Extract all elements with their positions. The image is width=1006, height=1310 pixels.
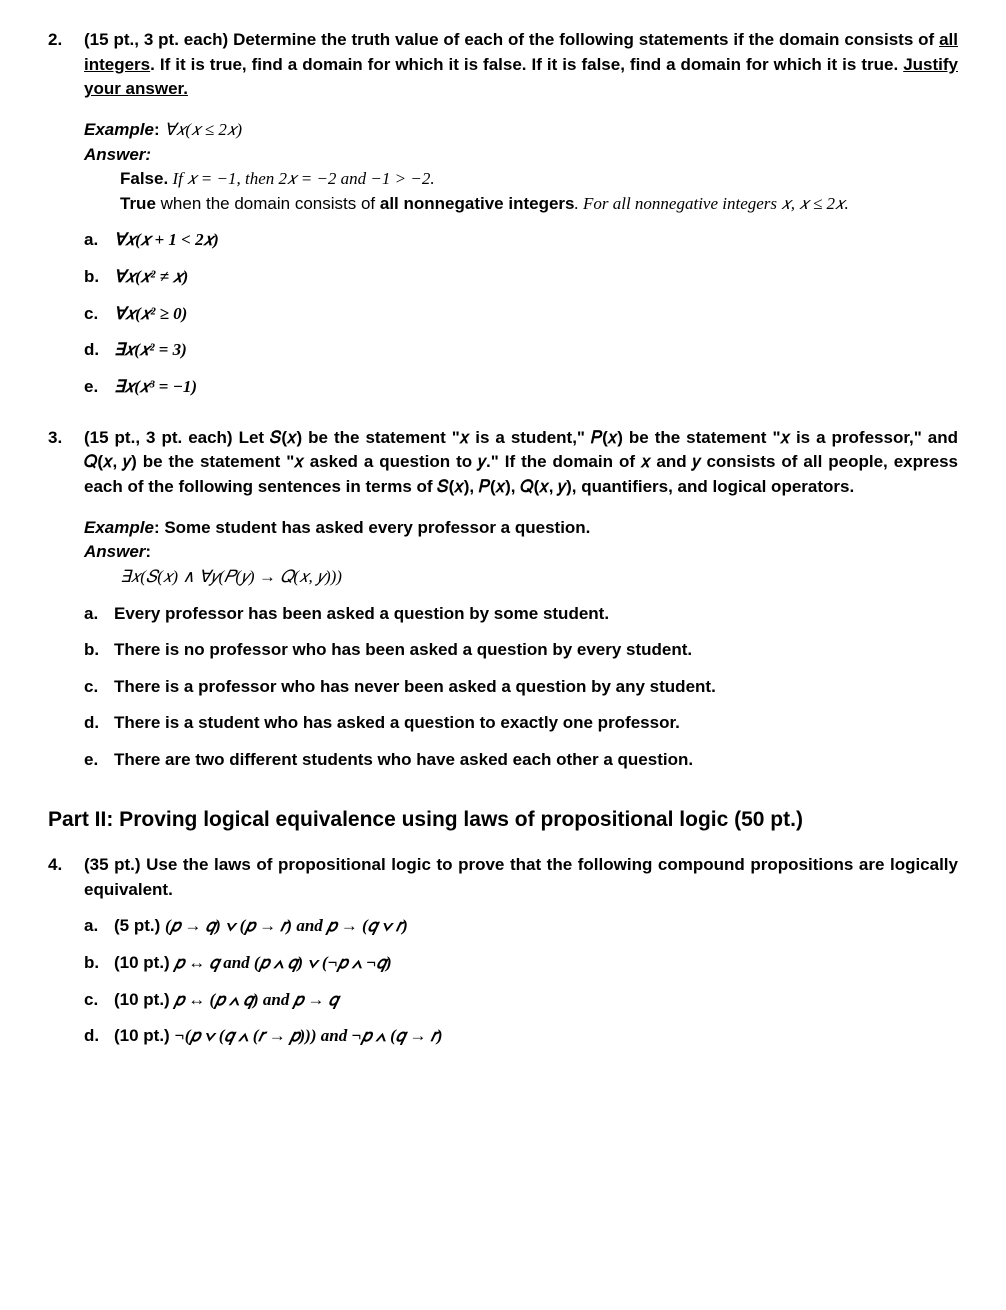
q3-e-label: e. — [84, 748, 114, 773]
q2-false-rest: If 𝑥 = −1, then 2𝑥 = −2 and −1 > −2. — [168, 169, 434, 188]
q2-b-label: b. — [84, 265, 114, 290]
q3-d-text: There is a student who has asked a quest… — [114, 711, 958, 736]
q2-example-math: ∀𝑥(𝑥 ≤ 2𝑥) — [164, 120, 242, 139]
q4-c-pts: (10 pt.) — [114, 990, 174, 1009]
q2-prompt-a: (15 pt., 3 pt. each) Determine the truth… — [84, 30, 939, 49]
q2-example-label: Example — [84, 120, 154, 139]
q4-item-a: a. (5 pt.) (𝑝 → 𝑞) ∨ (𝑝 → 𝑟) and 𝑝 → (𝑞 … — [84, 914, 958, 939]
q2-false: False. — [120, 169, 168, 188]
q2-true-a: when the domain consists of — [156, 194, 380, 213]
q3-answer-label: Answer — [84, 542, 145, 561]
q4-b-pts: (10 pt.) — [114, 953, 174, 972]
q2-c-label: c. — [84, 302, 114, 327]
problem-3-number: 3. — [48, 426, 84, 500]
problem-2-prompt: (15 pt., 3 pt. each) Determine the truth… — [84, 28, 958, 102]
q2-e-label: e. — [84, 375, 114, 400]
q2-c-math: ∀𝑥(𝑥² ≥ 0) — [114, 302, 958, 327]
problem-3-prompt: (15 pt., 3 pt. each) Let 𝑆(𝑥) be the sta… — [84, 426, 958, 500]
q3-b-text: There is no professor who has been asked… — [114, 638, 958, 663]
problem-4: 4. (35 pt.) Use the laws of propositiona… — [48, 853, 958, 902]
q3-c-label: c. — [84, 675, 114, 700]
q3-answer-math: ∃𝑥(𝑆(𝑥) ∧ ∀𝑦(𝑃(𝑦) → 𝑄(𝑥, 𝑦))) — [120, 565, 958, 590]
q2-e-math: ∃𝑥(𝑥³ = −1) — [114, 375, 958, 400]
q3-item-e: e. There are two different students who … — [84, 748, 958, 773]
q3-answer-colon: : — [145, 542, 151, 561]
q2-d-math: ∃𝑥(𝑥² = 3) — [114, 338, 958, 363]
problem-3: 3. (15 pt., 3 pt. each) Let 𝑆(𝑥) be the … — [48, 426, 958, 500]
q4-c-math: 𝑝 ↔ (𝑝 ∧ 𝑞) and 𝑝 → 𝑞 — [174, 990, 338, 1009]
q2-answer-label: Answer: — [84, 143, 958, 168]
q3-item-d: d. There is a student who has asked a qu… — [84, 711, 958, 736]
q3-item-b: b. There is no professor who has been as… — [84, 638, 958, 663]
q2-true: True — [120, 194, 156, 213]
q2-item-b: b. ∀𝑥(𝑥² ≠ 𝑥) — [84, 265, 958, 290]
q4-a-label: a. — [84, 914, 114, 939]
q4-item-d: d. (10 pt.) ¬(𝑝 ∨ (𝑞 ∧ (𝑟 → 𝑝))) and ¬𝑝 … — [84, 1024, 958, 1049]
q4-a-pts: (5 pt.) — [114, 916, 165, 935]
part-2-header: Part II: Proving logical equivalence usi… — [48, 805, 958, 835]
q2-item-c: c. ∀𝑥(𝑥² ≥ 0) — [84, 302, 958, 327]
q4-d-math: ¬(𝑝 ∨ (𝑞 ∧ (𝑟 → 𝑝))) and ¬𝑝 ∧ (𝑞 → 𝑟) — [174, 1026, 442, 1045]
q2-item-a: a. ∀𝑥(𝑥 + 1 < 2𝑥) — [84, 228, 958, 253]
q3-b-label: b. — [84, 638, 114, 663]
q4-b-body: (10 pt.) 𝑝 ↔ 𝑞 and (𝑝 ∧ 𝑞) ∨ (¬𝑝 ∧ ¬𝑞) — [114, 951, 958, 976]
q2-d-label: d. — [84, 338, 114, 363]
q4-c-body: (10 pt.) 𝑝 ↔ (𝑝 ∧ 𝑞) and 𝑝 → 𝑞 — [114, 988, 958, 1013]
problem-4-prompt: (35 pt.) Use the laws of propositional l… — [84, 853, 958, 902]
q2-example-colon: : — [154, 120, 164, 139]
q2-true-bold: all nonnegative integers — [380, 194, 575, 213]
problem-4-number: 4. — [48, 853, 84, 902]
q3-item-a: a. Every professor has been asked a ques… — [84, 602, 958, 627]
q3-e-text: There are two different students who hav… — [114, 748, 958, 773]
q2-a-label: a. — [84, 228, 114, 253]
q3-item-c: c. There is a professor who has never be… — [84, 675, 958, 700]
problem-2-number: 2. — [48, 28, 84, 102]
q3-example-line: Example: Some student has asked every pr… — [84, 516, 958, 541]
q2-true-b: . For all nonnegative integers 𝑥, 𝑥 ≤ 2𝑥… — [574, 194, 848, 213]
q4-d-pts: (10 pt.) — [114, 1026, 174, 1045]
q2-a-math: ∀𝑥(𝑥 + 1 < 2𝑥) — [114, 228, 958, 253]
q3-example-text: : Some student has asked every professor… — [154, 518, 590, 537]
q4-b-math: 𝑝 ↔ 𝑞 and (𝑝 ∧ 𝑞) ∨ (¬𝑝 ∧ ¬𝑞) — [174, 953, 391, 972]
q4-c-label: c. — [84, 988, 114, 1013]
q2-item-e: e. ∃𝑥(𝑥³ = −1) — [84, 375, 958, 400]
q4-d-label: d. — [84, 1024, 114, 1049]
q2-answer-false: False. If 𝑥 = −1, then 2𝑥 = −2 and −1 > … — [120, 167, 958, 192]
q2-item-d: d. ∃𝑥(𝑥² = 3) — [84, 338, 958, 363]
q3-d-label: d. — [84, 711, 114, 736]
problem-2: 2. (15 pt., 3 pt. each) Determine the tr… — [48, 28, 958, 102]
q4-a-body: (5 pt.) (𝑝 → 𝑞) ∨ (𝑝 → 𝑟) and 𝑝 → (𝑞 ∨ 𝑟… — [114, 914, 958, 939]
q4-a-math: (𝑝 → 𝑞) ∨ (𝑝 → 𝑟) and 𝑝 → (𝑞 ∨ 𝑟) — [165, 916, 408, 935]
q2-example-line: Example: ∀𝑥(𝑥 ≤ 2𝑥) — [84, 118, 958, 143]
q3-answer-line: Answer: — [84, 540, 958, 565]
q3-c-text: There is a professor who has never been … — [114, 675, 958, 700]
q3-a-text: Every professor has been asked a questio… — [114, 602, 958, 627]
q4-item-b: b. (10 pt.) 𝑝 ↔ 𝑞 and (𝑝 ∧ 𝑞) ∨ (¬𝑝 ∧ ¬𝑞… — [84, 951, 958, 976]
q4-b-label: b. — [84, 951, 114, 976]
q4-d-body: (10 pt.) ¬(𝑝 ∨ (𝑞 ∧ (𝑟 → 𝑝))) and ¬𝑝 ∧ (… — [114, 1024, 958, 1049]
q2-answer-true: True when the domain consists of all non… — [120, 192, 958, 217]
q2-prompt-b: . If it is true, find a domain for which… — [150, 55, 903, 74]
q4-item-c: c. (10 pt.) 𝑝 ↔ (𝑝 ∧ 𝑞) and 𝑝 → 𝑞 — [84, 988, 958, 1013]
q3-a-label: a. — [84, 602, 114, 627]
q2-b-math: ∀𝑥(𝑥² ≠ 𝑥) — [114, 265, 958, 290]
q3-example-label: Example — [84, 518, 154, 537]
